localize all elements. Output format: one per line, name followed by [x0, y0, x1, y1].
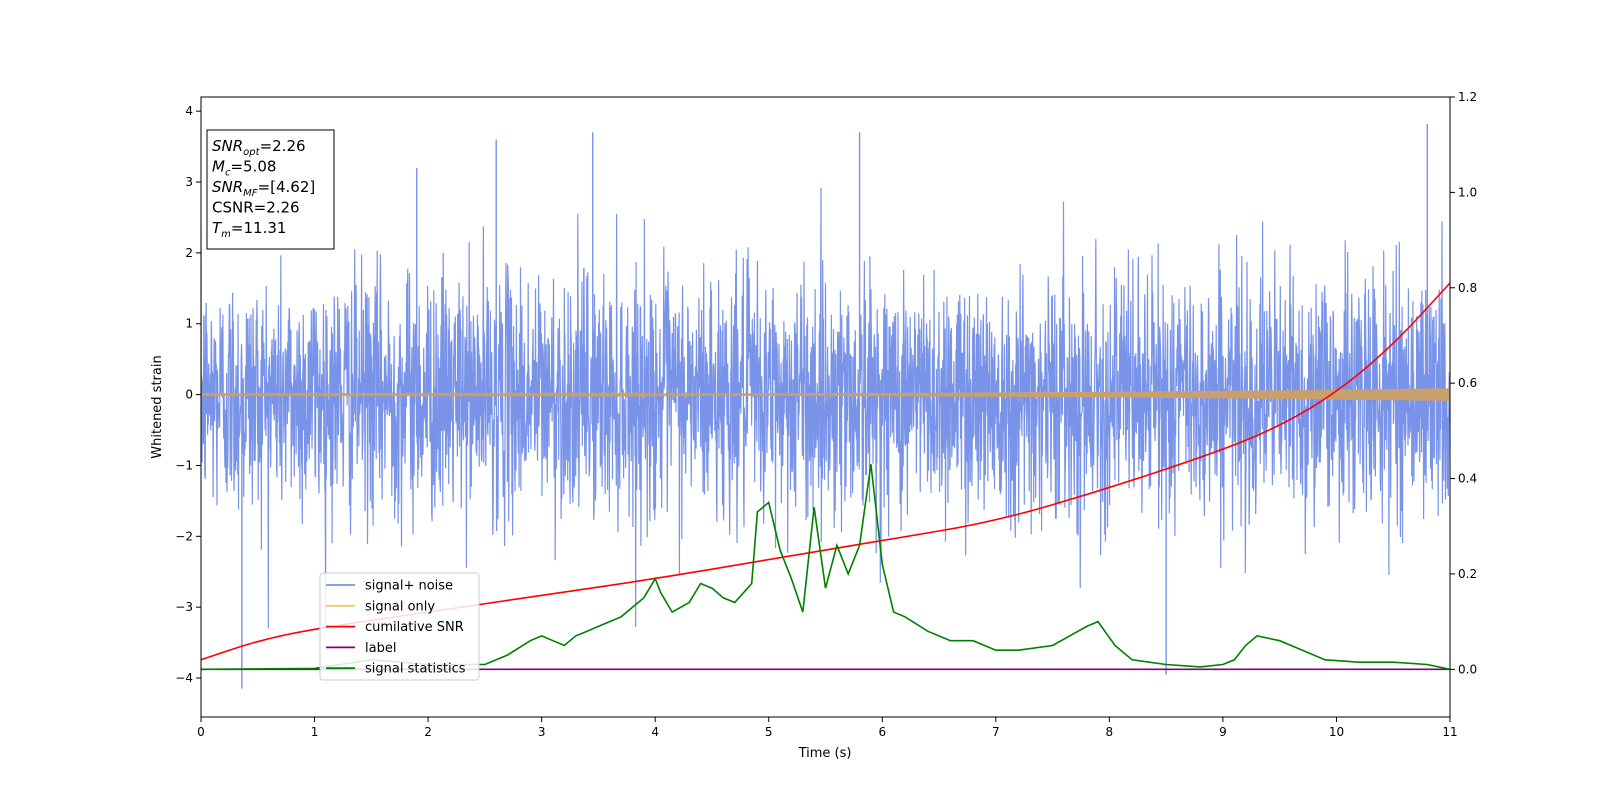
x-tick-label: 7 [992, 725, 1000, 739]
y-right-tick-label: 0.2 [1458, 567, 1477, 581]
y-left-tick-label: 0 [185, 388, 193, 402]
x-tick-label: 10 [1329, 725, 1344, 739]
legend: signal+ noise signal only cumilative SNR la… [319, 572, 480, 681]
x-tick-label: 4 [651, 725, 659, 739]
series-signal-noise-line [201, 187, 1450, 629]
x-tick-label: 1 [311, 725, 319, 739]
series-signal-only-line [201, 388, 1450, 401]
legend-label: cumilative SNR [365, 620, 464, 635]
x-tick-label: 5 [765, 725, 773, 739]
annotation-line: Tm=11.31 [212, 219, 286, 240]
annotation-line: SNRMF=[4.62] [212, 178, 315, 199]
y-left-tick-label: −4 [175, 671, 193, 685]
y-left-tick-label: 1 [185, 317, 193, 331]
y-right-tick-label: 0.6 [1458, 376, 1477, 390]
y-left-tick-label: −2 [175, 529, 193, 543]
y-left-tick-label: 2 [185, 246, 193, 260]
x-tick-label: 3 [538, 725, 546, 739]
annotation-line: CSNR=2.26 [212, 199, 300, 217]
y-right-tick-label: 0.0 [1458, 662, 1477, 676]
y-left-tick-label: 3 [185, 175, 193, 189]
legend-label: signal statistics [365, 662, 466, 677]
x-tick-label: 11 [1442, 725, 1457, 739]
y-right-tick-label: 1.0 [1458, 185, 1477, 199]
y-axis-label: Whitened strain [150, 355, 165, 458]
y-right-tick-label: 0.4 [1458, 472, 1477, 486]
x-tick-label: 0 [197, 725, 205, 739]
x-axis-label: Time (s) [798, 746, 852, 761]
annotation-line: Mc=5.08 [212, 158, 276, 179]
y-left-tick-label: −3 [175, 600, 193, 614]
legend-frame [319, 572, 480, 681]
series-signal-statistics-line [201, 464, 1450, 671]
y-right-tick-label: 1.2 [1458, 90, 1477, 104]
annotation-box-frame [206, 129, 335, 250]
y-left-tick-label: 4 [185, 104, 193, 118]
legend-label: signal only [365, 599, 435, 614]
axes: 0 1 2 3 4 5 6 7 8 9 10 1143210−1−2−3−41.21.00.80.60… [175, 90, 1477, 739]
y-right-tick-label: 0.8 [1458, 281, 1477, 295]
x-tick-label: 2 [424, 725, 432, 739]
x-tick-label: 6 [878, 725, 886, 739]
x-tick-label: 9 [1219, 725, 1227, 739]
legend-label: label [365, 641, 396, 656]
legend-label: signal+ noise [365, 579, 453, 594]
axes-frame [200, 96, 1451, 718]
annotation-line: SNRopt=2.26 [212, 137, 306, 158]
x-tick-label: 8 [1106, 725, 1114, 739]
y-left-tick-label: −1 [175, 458, 193, 472]
